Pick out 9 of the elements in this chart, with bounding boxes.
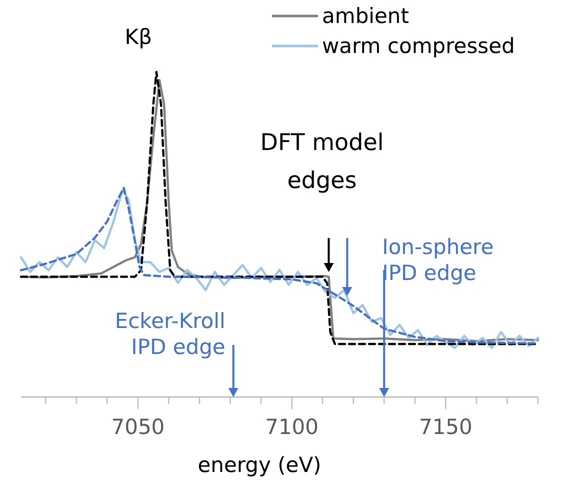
x-tick-label: 7150 — [418, 414, 472, 439]
ref-line-label: Ecker-Kroll IPD edge — [114, 309, 226, 359]
x-tick-label: 7100 — [265, 414, 319, 439]
annotation: Kβ — [124, 25, 152, 49]
legend-label: ambient — [322, 4, 409, 28]
legend-label: warm compressed — [322, 34, 515, 58]
x-tick-label: 7050 — [111, 414, 165, 439]
x-axis-title: energy (eV) — [198, 453, 322, 477]
annotation: DFT model edges — [260, 130, 384, 194]
